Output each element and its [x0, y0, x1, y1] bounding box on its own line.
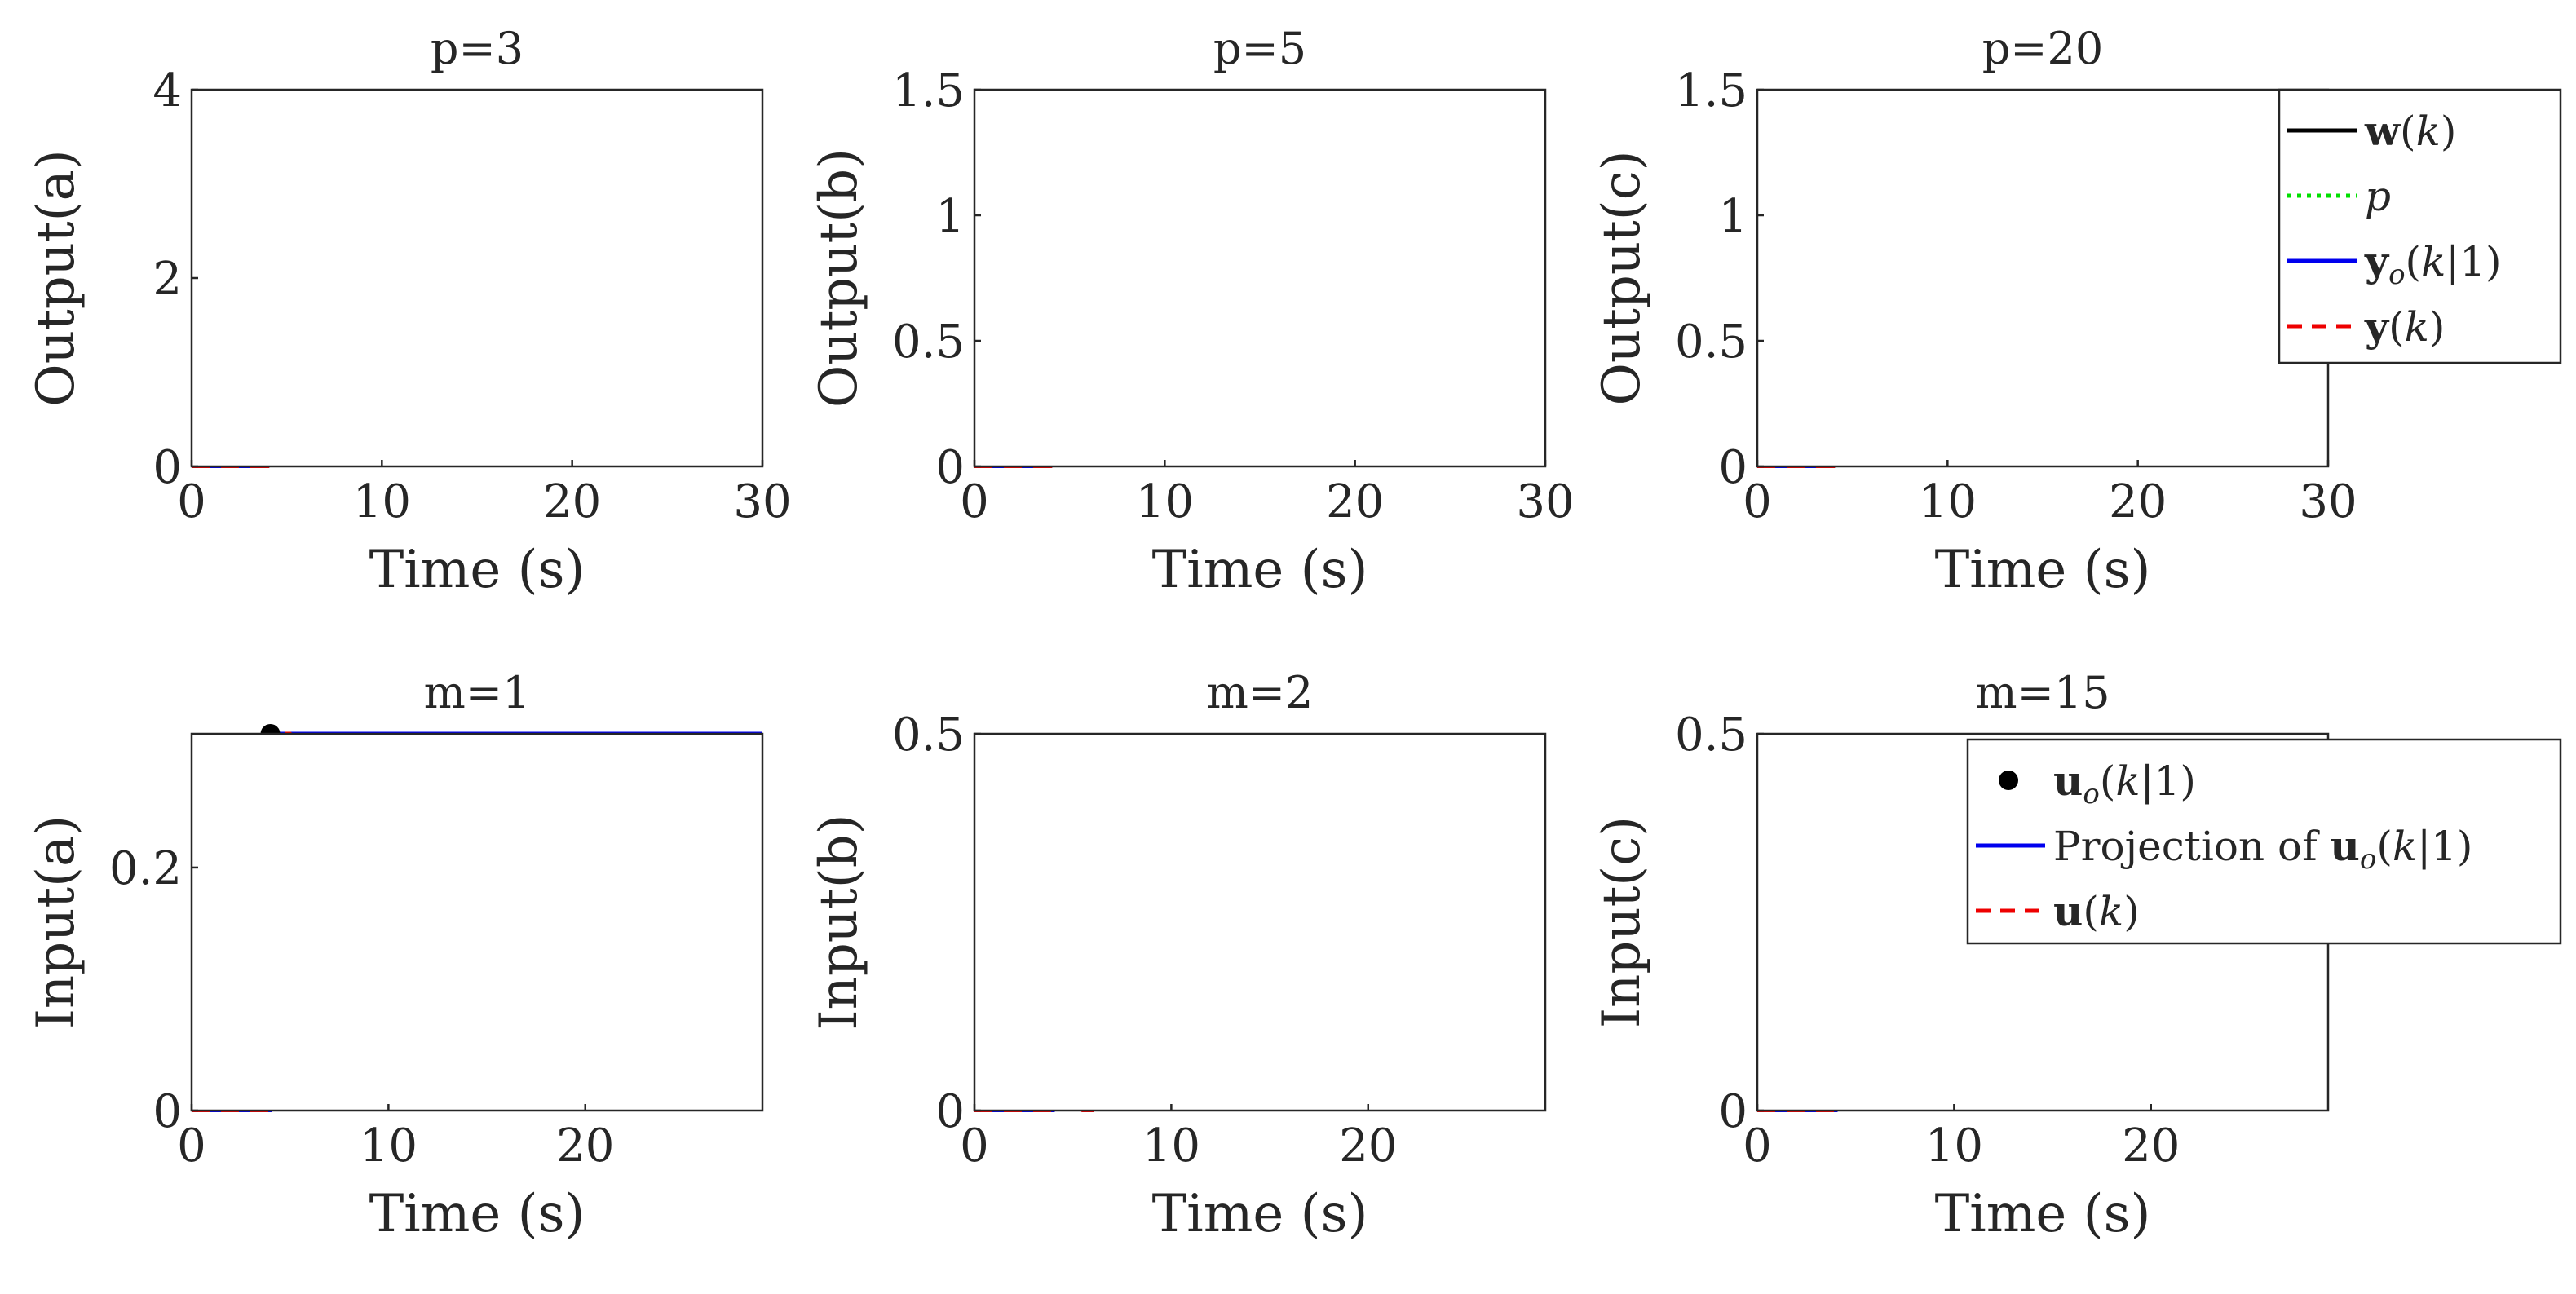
panel-c_top: 0 10 20 30 0 0.5 1 1.5 p=20 Time (s) Output(c) [1592, 23, 2357, 600]
y-tick-label: 1.5 [1675, 64, 1748, 117]
y-tick-label: 0.5 [1675, 709, 1748, 762]
x-tick-label: 20 [1326, 475, 1384, 528]
x-tick-label: 10 [353, 475, 411, 528]
x-tick-label: 20 [543, 475, 601, 528]
x-tick-label: 0 [960, 1120, 989, 1173]
y-tick-label: 0.5 [892, 709, 965, 762]
legend-label: w(k) [2364, 107, 2456, 155]
x-tick-label: 0 [177, 475, 206, 528]
x-axis-label: Time (s) [1935, 1184, 2151, 1244]
x-tick-label: 20 [2109, 475, 2167, 528]
panel-title: p=3 [431, 23, 524, 74]
legend-label: yo(k|1) [2364, 237, 2502, 291]
x-tick-label: 10 [1136, 475, 1194, 528]
legend-box [1966, 738, 2562, 945]
x-tick-label: 0 [960, 475, 989, 528]
y-tick-label: 0 [1718, 441, 1748, 494]
axes-frame [973, 732, 1547, 1112]
axes-frame [190, 88, 764, 468]
y-tick-label: 1 [1718, 190, 1748, 243]
y-tick-label: 2 [152, 253, 182, 306]
y-tick-label: 1 [935, 190, 965, 243]
axes-frame [1756, 88, 2330, 468]
y-tick-label: 0.5 [892, 316, 965, 369]
panel-b_bottom: 0 10 20 0 0.5 m=2 Time (s) Input(b) [809, 667, 1547, 1244]
panel-b_top: 0 10 20 30 0 0.5 1 1.5 p=5 Time (s) Output(b) [809, 23, 1575, 600]
axes-frame [973, 88, 1547, 468]
y-tick-label: 0.5 [1675, 316, 1748, 369]
legend-label: y(k) [2364, 303, 2445, 351]
legend-label: u(k) [2053, 887, 2140, 935]
panel-title: p=5 [1213, 23, 1306, 74]
legend-box [2278, 88, 2562, 364]
x-tick-label: 0 [1743, 475, 1772, 528]
x-axis-label: Time (s) [1152, 540, 1368, 600]
x-tick-label: 0 [177, 1120, 206, 1173]
x-axis-label: Time (s) [1935, 540, 2151, 600]
y-axis-label: Output(b) [809, 148, 869, 408]
y-tick-label: 4 [152, 64, 182, 117]
x-tick-label: 10 [1142, 1120, 1200, 1173]
x-tick-label: 30 [2299, 475, 2357, 528]
panel-a_top: 0 10 20 30 0 2 4 p=3 Time (s) Output(a) [26, 23, 792, 600]
x-tick-label: 10 [360, 1120, 418, 1173]
panel-title: p=20 [1982, 23, 2104, 74]
x-axis-label: Time (s) [369, 1184, 585, 1244]
panel-title: m=1 [424, 667, 531, 718]
y-tick-label: 0 [1718, 1085, 1748, 1138]
x-tick-label: 30 [1516, 475, 1574, 528]
axes-frame [190, 732, 764, 1112]
legend: w(k) p yo(k|1) y(k) [2278, 88, 2562, 364]
panel-title: m=2 [1207, 667, 1314, 718]
y-tick-label: 0.2 [109, 842, 182, 895]
y-axis-label: Output(a) [26, 149, 86, 406]
x-tick-label: 20 [556, 1120, 614, 1173]
legend-label: Projection of uo(k|1) [2053, 822, 2472, 876]
legend: uo(k|1) Projection of uo(k|1) u(k) [1966, 738, 2562, 945]
y-axis-label: Input(a) [26, 815, 86, 1030]
y-tick-label: 0 [935, 441, 965, 494]
legend-marker-dot [1999, 771, 2018, 790]
y-axis-label: Input(c) [1592, 816, 1652, 1028]
x-axis-label: Time (s) [369, 540, 585, 600]
panel-a_bottom: 0 10 20 0 0.2 m=1 Time (s) Input(a) [26, 667, 764, 1244]
y-axis-label: Input(b) [809, 814, 869, 1030]
legend-label: p [2365, 173, 2391, 220]
x-tick-label: 20 [1339, 1120, 1397, 1173]
y-axis-label: Output(c) [1592, 150, 1652, 405]
x-tick-label: 30 [733, 475, 791, 528]
y-tick-label: 0 [152, 1085, 182, 1138]
x-tick-label: 10 [1919, 475, 1977, 528]
y-tick-label: 1.5 [892, 64, 965, 117]
x-axis-label: Time (s) [1152, 1184, 1368, 1244]
x-tick-label: 0 [1743, 1120, 1772, 1173]
y-tick-label: 0 [152, 441, 182, 494]
panel-title: m=15 [1975, 667, 2110, 718]
x-tick-label: 20 [2122, 1120, 2180, 1173]
legend-label: uo(k|1) [2053, 757, 2196, 810]
x-tick-label: 10 [1925, 1120, 1983, 1173]
y-tick-label: 0 [935, 1085, 965, 1138]
